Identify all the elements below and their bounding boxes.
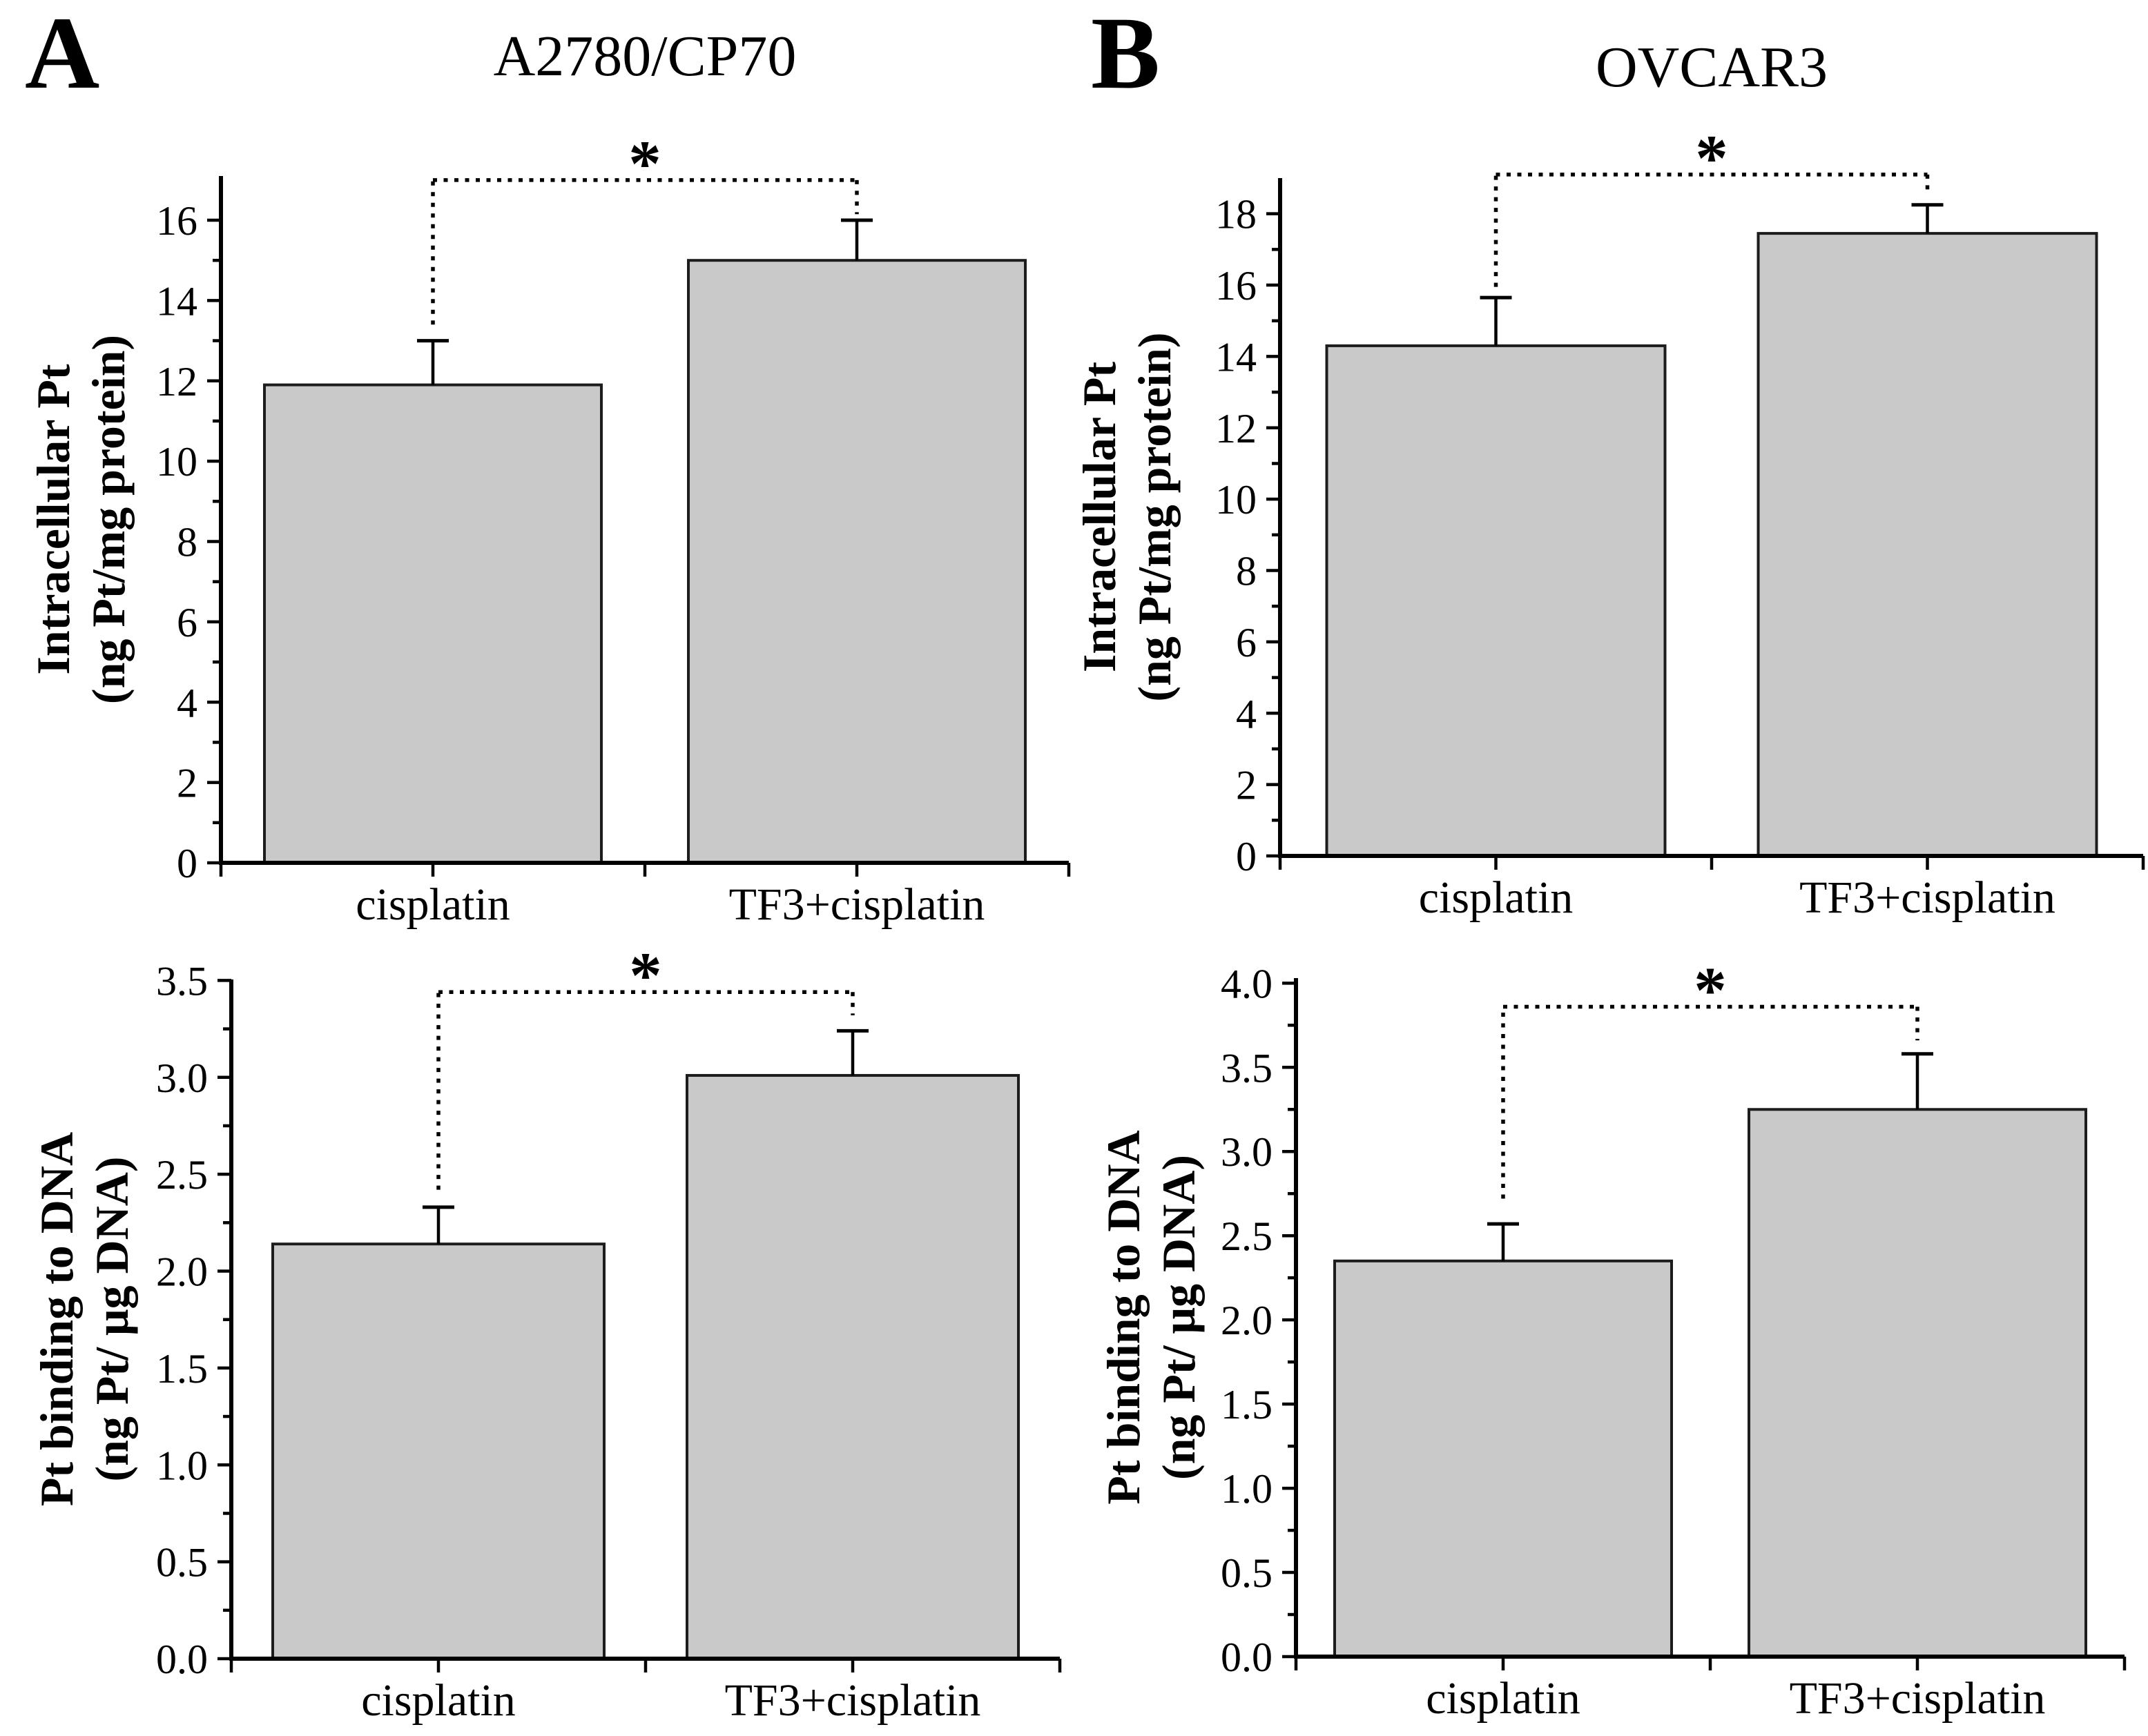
- y-tick-label: 12: [156, 359, 197, 404]
- y-tick-label: 0.5: [156, 1540, 208, 1586]
- significance-bracket: *: [436, 939, 855, 1190]
- y-tick-label: 4.0: [1221, 961, 1273, 1006]
- y-tick-label: 10: [1215, 477, 1257, 523]
- significance-bracket: *: [1501, 953, 1919, 1199]
- bar-cisplatin: [1325, 344, 1667, 858]
- bar-tf3-plus-cisplatin: [686, 1073, 1020, 1660]
- y-tick-label: 0: [177, 841, 197, 886]
- x-category-label-cisplatin: cisplatin: [1419, 872, 1574, 923]
- significance-asterisk: *: [1695, 121, 1728, 195]
- x-category-label-cisplatin: cisplatin: [1426, 1673, 1580, 1724]
- axes: 0.0 0.5 1.0 1.5 2.0 2.5 3.0 3.5: [156, 958, 1062, 1682]
- bar-group-cisplatin: [271, 1205, 606, 1660]
- bar-group-cisplatin: [1325, 295, 1667, 858]
- bar-group-tf3-plus-cisplatin: [1748, 1052, 2087, 1658]
- x-category-label-tf3-plus-cisplatin: TF3+cisplatin: [725, 1675, 981, 1726]
- x-category-label-tf3-plus-cisplatin: TF3+cisplatin: [1790, 1673, 2046, 1724]
- y-tick-label: 2.0: [156, 1249, 208, 1295]
- y-tick-label: 4: [177, 680, 197, 725]
- axes: 0.0 0.5 1.0 1.5 2.0 2.5 3.0 3.5 4.0: [1221, 961, 2127, 1680]
- panel-a-top-chart: * 0 2 4 6 8 10 12 14 16 cisplatin TF3+cisplatin Intr…: [27, 127, 1071, 930]
- panel-a-bottom-chart: * 0.0 0.5 1.0 1.5 2.0 2.5 3.0 3.5 cisplatin TF3+ci…: [30, 939, 1062, 1726]
- y-tick-label: 0.0: [1221, 1635, 1273, 1680]
- y-tick-label: 3.0: [1221, 1129, 1273, 1175]
- y-axis-title-line2: (ng Pt/ μg DNA): [1152, 1155, 1205, 1480]
- y-tick-label: 6: [177, 600, 197, 645]
- significance-bracket: *: [1493, 121, 1930, 287]
- y-tick-label: 3.5: [1221, 1045, 1273, 1091]
- significance-asterisk: *: [629, 939, 662, 1012]
- panel-letter-b: B: [1091, 0, 1161, 110]
- y-tick-label: 3.0: [156, 1055, 208, 1101]
- bar-group-cisplatin: [1333, 1222, 1673, 1658]
- panel-title-a2780-cp70: A2780/CP70: [493, 24, 797, 88]
- y-tick-label: 10: [156, 439, 197, 485]
- significance-bracket: *: [431, 127, 859, 325]
- y-tick-label: 1.0: [1221, 1466, 1273, 1512]
- y-tick-label: 2.5: [1221, 1213, 1273, 1259]
- bar-cisplatin: [271, 1242, 606, 1660]
- y-tick-label: 8: [177, 520, 197, 565]
- y-tick-label: 1.5: [156, 1346, 208, 1392]
- y-tick-label: 0.5: [1221, 1550, 1273, 1596]
- x-category-label-tf3-plus-cisplatin: TF3+cisplatin: [1799, 872, 2055, 923]
- y-tick-label: 3.5: [156, 958, 208, 1004]
- y-tick-label: 4: [1236, 691, 1257, 737]
- y-axis-title-line1: Pt binding to DNA: [1097, 1130, 1150, 1504]
- y-axis-title-line2: (ng Pt/mg protein): [1128, 332, 1181, 701]
- y-axis-title-line1: Intracellular Pt: [1073, 362, 1125, 672]
- bar-group-tf3-plus-cisplatin: [686, 1028, 1020, 1660]
- bar-group-cisplatin: [263, 339, 603, 864]
- bar-tf3-plus-cisplatin: [1757, 232, 2098, 857]
- y-tick-label: 0: [1236, 834, 1257, 879]
- axes: 0 2 4 6 8 10 12 14 16 18: [1215, 178, 2145, 879]
- y-tick-label: 8: [1236, 549, 1257, 594]
- y-tick-label: 1.0: [156, 1443, 208, 1488]
- y-axis-title-line1: Pt binding to DNA: [30, 1132, 83, 1506]
- bar-group-tf3-plus-cisplatin: [1757, 203, 2098, 857]
- panel-title-ovcar3: OVCAR3: [1595, 35, 1828, 99]
- y-axis-title-line2: (ng Pt/ μg DNA): [86, 1156, 138, 1481]
- y-tick-label: 1.5: [1221, 1382, 1273, 1427]
- panel-letter-a: A: [25, 0, 100, 110]
- y-tick-label: 18: [1215, 192, 1257, 237]
- panel-b-bottom-chart: * 0.0 0.5 1.0 1.5 2.0 2.5 3.0 3.5 4.0 cisplatin TF3…: [1097, 953, 2127, 1724]
- y-tick-label: 12: [1215, 406, 1257, 451]
- significance-asterisk: *: [628, 127, 661, 200]
- y-tick-label: 2: [1236, 763, 1257, 808]
- x-category-label-tf3-plus-cisplatin: TF3+cisplatin: [729, 879, 985, 930]
- x-category-label-cisplatin: cisplatin: [356, 879, 510, 930]
- y-tick-label: 2.0: [1221, 1298, 1273, 1343]
- bar-cisplatin: [1333, 1259, 1673, 1658]
- y-tick-label: 16: [1215, 263, 1257, 309]
- y-tick-label: 2: [177, 761, 197, 806]
- y-tick-label: 2.5: [156, 1152, 208, 1198]
- y-tick-label: 14: [1215, 334, 1257, 380]
- y-axis-title-line1: Intracellular Pt: [27, 364, 79, 674]
- bar-cisplatin: [263, 383, 603, 864]
- panel-b-top-chart: * 0 2 4 6 8 10 12 14 16 18 cisplatin TF3+cisplatin In…: [1073, 121, 2145, 923]
- y-tick-label: 6: [1236, 620, 1257, 665]
- significance-asterisk: *: [1694, 953, 1727, 1026]
- bar-tf3-plus-cisplatin: [687, 259, 1027, 864]
- y-tick-label: 16: [156, 198, 197, 244]
- y-tick-label: 14: [156, 278, 197, 324]
- bar-group-tf3-plus-cisplatin: [687, 218, 1027, 864]
- x-category-label-cisplatin: cisplatin: [361, 1675, 516, 1726]
- bar-tf3-plus-cisplatin: [1748, 1108, 2087, 1658]
- axes: 0 2 4 6 8 10 12 14 16: [156, 176, 1071, 886]
- y-axis-title-line2: (ng Pt/mg protein): [82, 335, 135, 704]
- y-tick-label: 0.0: [156, 1637, 208, 1682]
